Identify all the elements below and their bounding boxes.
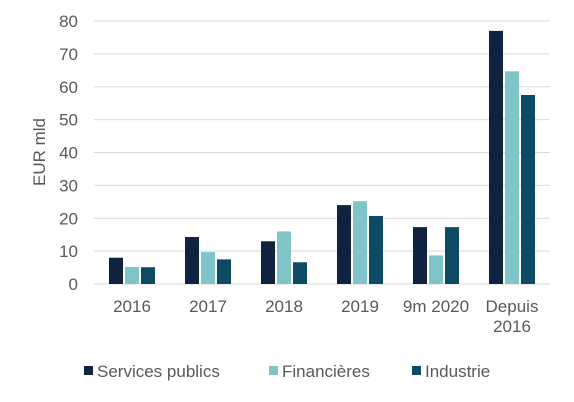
bar — [185, 236, 199, 284]
x-tick-label-line: 2017 — [189, 297, 227, 316]
x-tick-label-line: Depuis — [486, 297, 539, 316]
x-tick-label: 9m 2020 — [403, 297, 469, 316]
legend-swatch — [412, 366, 421, 375]
legend-label: Services publics — [97, 362, 220, 381]
bar — [445, 227, 459, 284]
x-axis-ticks: 2016 2017 2018 2019 9m 2020 Depuis 2016 — [113, 297, 538, 336]
legend: Services publics Financières Industrie — [84, 362, 490, 381]
y-tick-label: 40 — [59, 144, 78, 163]
y-tick-label: 60 — [59, 78, 78, 97]
y-axis-title: EUR mld — [30, 118, 49, 186]
x-tick-label-line: 2019 — [341, 297, 379, 316]
bar — [261, 241, 275, 284]
x-tick-label: 2017 — [189, 297, 227, 316]
bar — [505, 71, 519, 284]
y-tick-label: 20 — [59, 209, 78, 228]
bar — [293, 262, 307, 284]
x-tick-label: Depuis 2016 — [486, 297, 539, 336]
x-tick-label-line: 2016 — [113, 297, 151, 316]
y-tick-label: 80 — [59, 12, 78, 31]
y-tick-label: 0 — [69, 275, 78, 294]
bar — [337, 205, 351, 284]
x-tick-label: 2016 — [113, 297, 151, 316]
bar — [429, 255, 443, 284]
y-tick-label: 50 — [59, 111, 78, 130]
bar — [521, 94, 535, 284]
y-tick-label: 30 — [59, 176, 78, 195]
gridlines — [94, 20, 550, 285]
bar — [141, 267, 155, 284]
bar — [109, 257, 123, 284]
legend-swatch — [269, 366, 278, 375]
x-tick-label-line: 9m 2020 — [403, 297, 469, 316]
x-tick-label-line: 2016 — [493, 317, 531, 336]
y-axis-ticks: 0 10 20 30 40 50 60 70 80 — [59, 12, 78, 294]
bars — [109, 30, 535, 284]
bar — [201, 252, 215, 284]
y-tick-label: 70 — [59, 45, 78, 64]
y-tick-label: 10 — [59, 242, 78, 261]
legend-swatch — [84, 366, 93, 375]
bar — [217, 259, 231, 284]
x-tick-label: 2019 — [341, 297, 379, 316]
legend-label: Financières — [282, 362, 370, 381]
bar — [353, 201, 367, 284]
x-tick-label: 2018 — [265, 297, 303, 316]
bar — [277, 231, 291, 284]
bar — [125, 266, 139, 284]
legend-label: Industrie — [425, 362, 490, 381]
bar — [489, 30, 503, 284]
bar — [369, 215, 383, 284]
bar — [413, 227, 427, 284]
x-tick-label-line: 2018 — [265, 297, 303, 316]
